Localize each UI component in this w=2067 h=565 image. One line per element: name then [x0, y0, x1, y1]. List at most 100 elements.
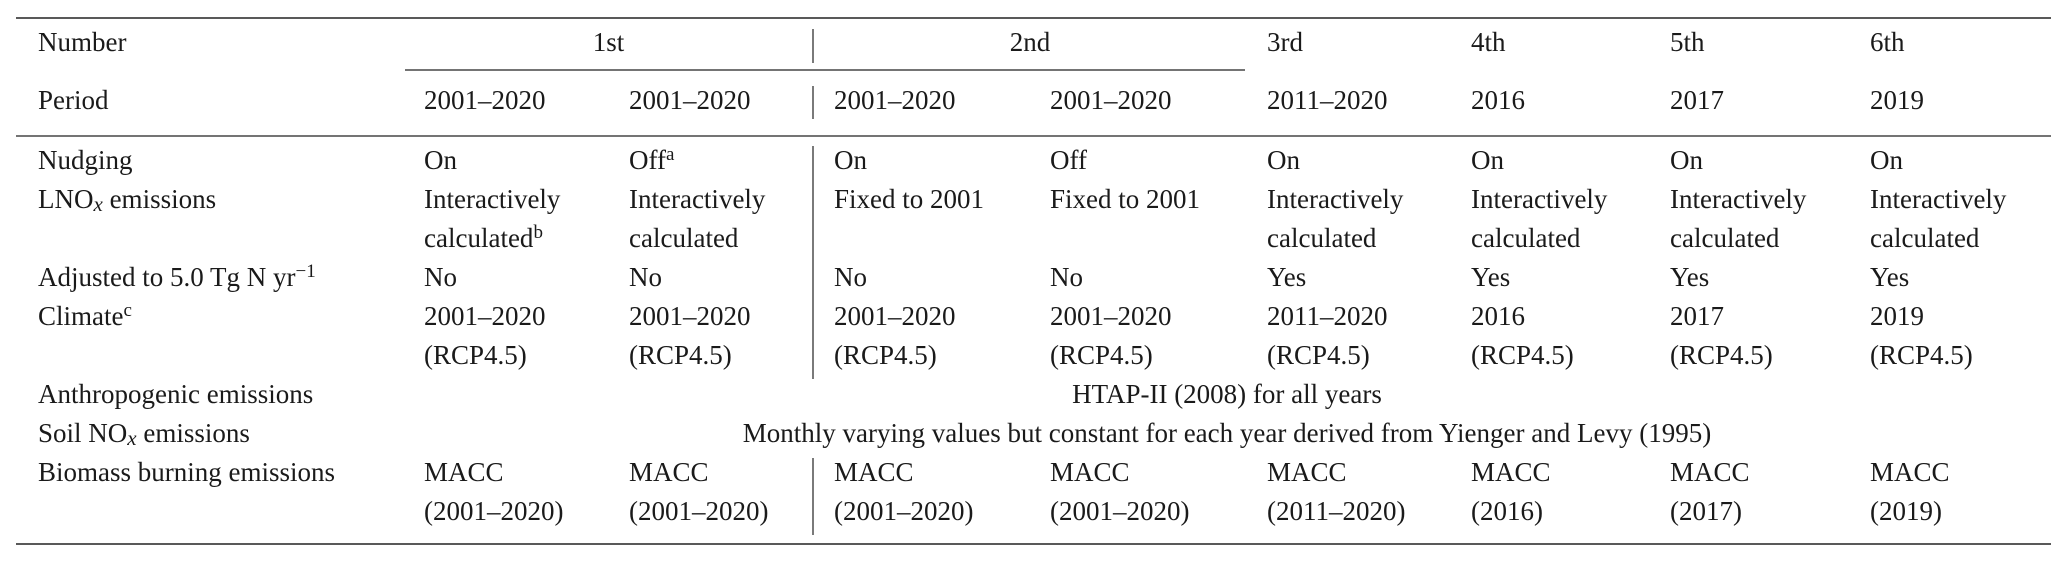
- row-label: Soil NOx emissions: [38, 418, 250, 450]
- cell: MACC: [1670, 457, 1750, 487]
- cell: On: [834, 145, 867, 175]
- cell: calculated: [1870, 223, 1980, 253]
- header-number: 4th: [1471, 27, 1506, 57]
- cell: MACC: [1870, 457, 1950, 487]
- cell: Interactively: [1670, 184, 1807, 214]
- header-period: 2019: [1870, 85, 1924, 115]
- row-label: Biomass burning emissions: [38, 457, 335, 487]
- cell: Interactively: [1471, 184, 1608, 214]
- cell: (2011–2020): [1267, 496, 1405, 526]
- cell: (RCP4.5): [1670, 340, 1773, 370]
- header-label: Period: [38, 85, 109, 115]
- cell: On: [1267, 145, 1300, 175]
- cell: Interactively: [1870, 184, 2007, 214]
- header-period: 2001–2020: [1050, 85, 1172, 115]
- cell: calculated: [1471, 223, 1581, 253]
- cell: 2001–2020: [834, 301, 956, 331]
- cell: Yes: [1670, 262, 1709, 292]
- header-number: 3rd: [1267, 27, 1303, 57]
- cell: (RCP4.5): [1471, 340, 1574, 370]
- cell: (RCP4.5): [629, 340, 732, 370]
- cell: Off: [1050, 145, 1087, 175]
- header-period: 2001–2020: [834, 85, 956, 115]
- cell: On: [424, 145, 457, 175]
- cell: (2001–2020): [424, 496, 563, 526]
- cell: No: [424, 262, 457, 292]
- row-label: Anthropogenic emissions: [38, 379, 313, 409]
- cell: MACC: [1267, 457, 1347, 487]
- cell: Interactively: [629, 184, 766, 214]
- cell: 2001–2020: [1050, 301, 1172, 331]
- cell: Fixed to 2001: [1050, 184, 1200, 214]
- cell: Fixed to 2001: [834, 184, 984, 214]
- cell: 2011–2020: [1267, 301, 1388, 331]
- cell: Yes: [1471, 262, 1510, 292]
- cell: 2001–2020: [424, 301, 546, 331]
- cell: On: [1870, 145, 1903, 175]
- cell: No: [1050, 262, 1083, 292]
- cell: 2001–2020: [629, 301, 751, 331]
- text-segment: Adjusted to 5.0 Tg N yr: [38, 262, 296, 292]
- cell: MACC: [834, 457, 914, 487]
- header-number: 1st: [593, 27, 625, 57]
- spanning-cell: Monthly varying values but constant for …: [743, 418, 1711, 448]
- cell: (RCP4.5): [1870, 340, 1973, 370]
- text-segment: Climate: [38, 301, 123, 331]
- cell: On: [1670, 145, 1703, 175]
- cell: No: [834, 262, 867, 292]
- text-segment: Off: [629, 145, 666, 175]
- header-number: 6th: [1870, 27, 1905, 57]
- header-period: 2011–2020: [1267, 85, 1388, 115]
- cell: No: [629, 262, 662, 292]
- header-period: 2001–2020: [629, 85, 751, 115]
- cell: (RCP4.5): [834, 340, 937, 370]
- cell: (2001–2020): [1050, 496, 1189, 526]
- cell: MACC: [1050, 457, 1130, 487]
- cell: (2017): [1670, 496, 1742, 526]
- text-segment: calculated: [424, 223, 534, 253]
- cell: 2016: [1471, 301, 1525, 331]
- text-segment: LNO: [38, 184, 94, 214]
- header-number: 5th: [1670, 27, 1705, 57]
- cell: (RCP4.5): [424, 340, 527, 370]
- row-label: Adjusted to 5.0 Tg N yr−1: [38, 261, 316, 292]
- cell: MACC: [1471, 457, 1551, 487]
- text-segment: −1: [296, 261, 316, 282]
- cell: Yes: [1267, 262, 1306, 292]
- row-label: Nudging: [38, 145, 133, 175]
- text-segment: a: [666, 144, 675, 165]
- cell: (2001–2020): [629, 496, 768, 526]
- cell: 2017: [1670, 301, 1724, 331]
- cell: (2016): [1471, 496, 1543, 526]
- cell: calculated: [1267, 223, 1377, 253]
- cell: (RCP4.5): [1050, 340, 1153, 370]
- cell: Yes: [1870, 262, 1909, 292]
- cell: calculatedb: [424, 222, 543, 253]
- cell: Interactively: [1267, 184, 1404, 214]
- cell: (2019): [1870, 496, 1942, 526]
- row-label: LNOx emissions: [38, 184, 216, 216]
- header-label: Number: [38, 27, 126, 57]
- cell: MACC: [629, 457, 709, 487]
- header-number: 2nd: [1010, 27, 1051, 57]
- cell: 2019: [1870, 301, 1924, 331]
- text-segment: Soil NO: [38, 418, 127, 448]
- cell: calculated: [1670, 223, 1780, 253]
- text-segment: x: [126, 426, 137, 450]
- text-segment: c: [123, 300, 131, 321]
- spanning-cell: HTAP-II (2008) for all years: [1072, 379, 1382, 409]
- cell: On: [1471, 145, 1504, 175]
- header-period: 2017: [1670, 85, 1724, 115]
- text-segment: emissions: [137, 418, 250, 448]
- cell: Interactively: [424, 184, 561, 214]
- cell: MACC: [424, 457, 504, 487]
- cell: calculated: [629, 223, 739, 253]
- text-segment: x: [93, 192, 104, 216]
- row-label: Climatec: [38, 300, 132, 331]
- header-period: 2001–2020: [424, 85, 546, 115]
- text-segment: emissions: [103, 184, 216, 214]
- text-segment: b: [533, 222, 543, 243]
- cell: (2001–2020): [834, 496, 973, 526]
- header-period: 2016: [1471, 85, 1525, 115]
